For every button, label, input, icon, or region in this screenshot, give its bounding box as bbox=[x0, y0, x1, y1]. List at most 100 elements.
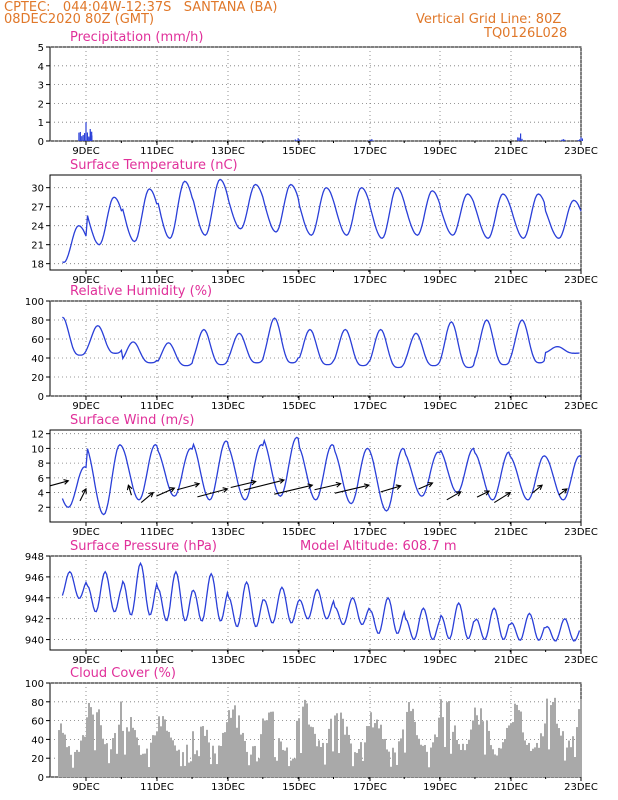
y-tick-label: 10 bbox=[31, 444, 44, 455]
cloud-bar bbox=[148, 767, 150, 777]
x-tick-label: 17DEC bbox=[353, 401, 387, 412]
wind-arrow-head bbox=[279, 478, 286, 484]
cloud-bar bbox=[310, 726, 312, 777]
y-tick-label: 24 bbox=[31, 222, 44, 233]
cloud-bar bbox=[406, 711, 408, 777]
cloud-bar bbox=[544, 723, 546, 777]
header-station: CPTEC: 044:04W-12:37S SANTANA (BA) bbox=[4, 0, 278, 15]
cloud-bar bbox=[386, 749, 388, 777]
cloud-bar bbox=[486, 720, 488, 777]
x-tick-label: 15DEC bbox=[282, 782, 316, 793]
cloud-bar bbox=[98, 709, 100, 777]
cloud-bar bbox=[302, 706, 304, 777]
cloud-bar bbox=[160, 726, 162, 777]
cloud-bar bbox=[462, 743, 464, 777]
x-tick-label: 17DEC bbox=[353, 782, 387, 793]
cloud-bar bbox=[542, 736, 544, 777]
cloud-bar bbox=[266, 720, 268, 777]
y-tick-label: 8 bbox=[38, 459, 44, 470]
wind-arrow-head bbox=[194, 482, 201, 488]
cloud-bar bbox=[92, 714, 94, 777]
wind-arrow-head bbox=[222, 487, 229, 493]
cloud-bar bbox=[398, 741, 400, 777]
cloud-bar bbox=[170, 737, 172, 777]
y-tick-label: 3 bbox=[38, 81, 44, 92]
cloud-bar bbox=[434, 734, 436, 777]
cloud-bar bbox=[142, 753, 144, 777]
cloud-bar bbox=[534, 747, 536, 777]
wind-arrow bbox=[230, 480, 256, 489]
y-tick-label: 40 bbox=[31, 354, 44, 365]
wind-arrow-head bbox=[561, 488, 568, 494]
x-tick-label: 9DEC bbox=[72, 655, 99, 666]
cloud-bar bbox=[548, 749, 550, 777]
cloud-bar bbox=[124, 754, 126, 777]
cloud-bar bbox=[444, 746, 446, 777]
cloud-bar bbox=[298, 718, 300, 777]
cloud-bar bbox=[492, 749, 494, 777]
cloud-bar bbox=[320, 746, 322, 777]
wind-arrow-head bbox=[307, 483, 314, 489]
cloud-bar bbox=[552, 701, 554, 777]
wind-arrow bbox=[531, 484, 543, 494]
cloud-bar bbox=[328, 728, 330, 777]
cloud-bar bbox=[290, 760, 292, 777]
cloud-bar bbox=[536, 742, 538, 777]
cloud-bar bbox=[58, 730, 60, 777]
cloud-bar bbox=[416, 735, 418, 777]
cloud-bar bbox=[456, 739, 458, 777]
cloud-bar bbox=[528, 742, 530, 777]
y-tick-label: 30 bbox=[31, 184, 44, 195]
x-tick-label: 11DEC bbox=[140, 401, 174, 412]
cloud-bar bbox=[246, 751, 248, 777]
y-tick-label: 100 bbox=[25, 679, 44, 690]
cloud-bar bbox=[376, 719, 378, 777]
cloud-bar bbox=[404, 752, 406, 777]
y-tick-label: 6 bbox=[38, 474, 44, 485]
cloud-bar bbox=[428, 767, 430, 777]
cloud-bar bbox=[472, 720, 474, 777]
wind-arrow-head bbox=[505, 491, 512, 498]
cloud-bar bbox=[390, 766, 392, 777]
wind-arrow bbox=[334, 484, 369, 494]
cloud-bar bbox=[280, 741, 282, 777]
x-tick-label: 19DEC bbox=[423, 782, 457, 793]
panel-4: Surface Wind (m/s) 2 4 6 8 10 12 9DEC 11DEC 13DEC… bbox=[31, 413, 598, 538]
wind-arrow bbox=[156, 487, 175, 497]
y-tick-label: 1 bbox=[38, 118, 44, 129]
wind-arrow bbox=[274, 484, 313, 495]
cloud-bar bbox=[64, 734, 66, 777]
cloud-bar bbox=[358, 748, 360, 777]
cloud-bar bbox=[524, 740, 526, 777]
x-tick-label: 15DEC bbox=[282, 655, 316, 666]
y-tick-label: 2 bbox=[38, 99, 44, 110]
cloud-bar bbox=[240, 734, 242, 777]
y-tick-label: 27 bbox=[31, 203, 44, 214]
cloud-bar bbox=[560, 735, 562, 777]
cloud-bar bbox=[116, 753, 118, 777]
cloud-bar bbox=[204, 735, 206, 777]
wind-arrow-head bbox=[395, 484, 402, 490]
cloud-bar bbox=[134, 730, 136, 777]
cloud-bar bbox=[254, 745, 256, 777]
cloud-bar bbox=[202, 726, 204, 777]
cloud-bar bbox=[186, 744, 188, 777]
cloud-bar bbox=[348, 734, 350, 777]
cloud-bar bbox=[180, 766, 182, 777]
cloud-bar bbox=[418, 738, 420, 777]
cloud-bar bbox=[212, 745, 214, 777]
x-tick-label: 21DEC bbox=[494, 146, 528, 157]
cloud-bar bbox=[190, 761, 192, 777]
wind-arrow bbox=[243, 479, 285, 491]
cloud-bar bbox=[306, 703, 308, 777]
cloud-bar bbox=[244, 740, 246, 777]
cloud-bar bbox=[162, 716, 164, 777]
series-line bbox=[62, 316, 580, 369]
cloud-bar bbox=[288, 766, 290, 777]
cloud-bar bbox=[62, 732, 64, 777]
cloud-bar bbox=[346, 726, 348, 777]
cloud-bar bbox=[410, 711, 412, 777]
cloud-bar bbox=[496, 755, 498, 777]
cloud-bar bbox=[556, 723, 558, 777]
cloud-bar bbox=[174, 745, 176, 777]
